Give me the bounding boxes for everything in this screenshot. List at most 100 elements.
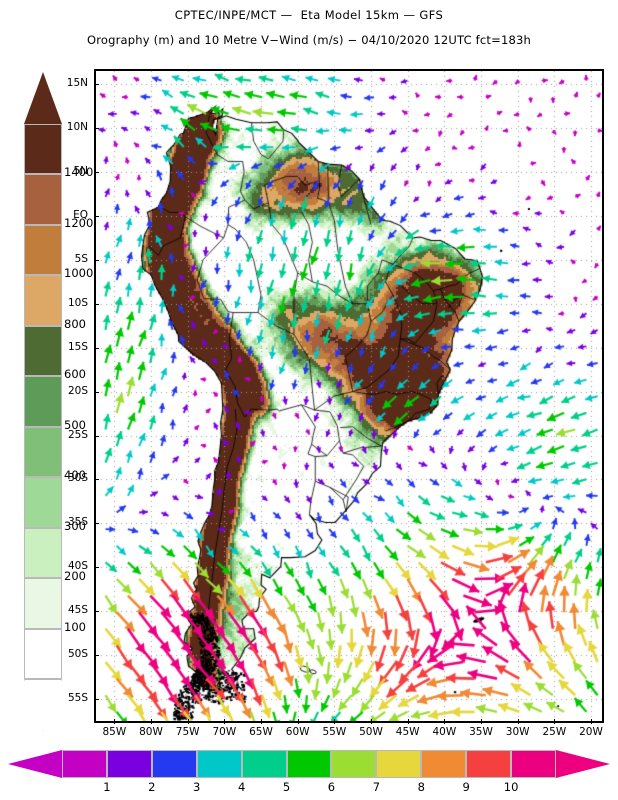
wind-tick-label: 5: [282, 780, 291, 794]
wind-tick-label: 9: [462, 780, 470, 794]
orography-bottom-arrow: [24, 679, 62, 731]
x-axis-tick: [517, 719, 519, 724]
y-axis-label: 35S: [67, 516, 88, 529]
orography-tick-label: 1400: [64, 165, 94, 180]
x-axis-tick: [334, 719, 336, 724]
y-axis-tick: [94, 391, 99, 393]
wind-tick-label: 1: [103, 780, 111, 794]
wind-color-swatch: [466, 750, 512, 778]
orography-tick-label: 500: [64, 417, 86, 432]
x-axis-label: 45W: [395, 726, 420, 738]
wind-color-swatch: [151, 750, 197, 778]
x-axis-label: 50W: [359, 726, 383, 738]
orography-color-swatch: [24, 224, 62, 276]
wind-color-swatch: [196, 750, 242, 778]
map-plot-area[interactable]: [94, 69, 604, 723]
orography-color-swatch: [24, 527, 62, 579]
x-axis-tick: [591, 719, 592, 724]
wind-tick-label: 2: [148, 780, 156, 794]
x-axis-tick: [224, 719, 226, 724]
x-axis-tick: [297, 719, 299, 724]
orography-tick-label: 400: [64, 468, 86, 483]
y-axis-tick: [94, 128, 99, 130]
y-axis-label: 55S: [67, 692, 88, 705]
x-axis-tick: [261, 719, 262, 724]
wind-tick-label: 7: [372, 780, 381, 794]
y-axis-label: 45S: [67, 604, 88, 617]
wind-color-swatch: [286, 750, 332, 778]
orography-color-swatch: [24, 628, 62, 679]
orography-tick-label: 800: [64, 316, 86, 331]
x-axis-tick: [407, 719, 409, 724]
y-axis-label: 10N: [66, 121, 88, 134]
x-axis-label: 40W: [432, 726, 457, 738]
orography-color-swatch: [24, 376, 62, 427]
x-axis-tick: [371, 719, 372, 724]
y-axis-tick: [94, 84, 99, 86]
wind-color-swatch: [106, 750, 152, 778]
y-axis-tick: [94, 567, 99, 569]
wind-color-swatch: [376, 750, 422, 778]
wind-right-arrow: [556, 750, 610, 778]
x-axis-label: 65W: [249, 726, 273, 738]
orography-color-swatch: [24, 426, 62, 478]
orography-tick-label: 600: [64, 367, 86, 382]
orography-color-swatch: [24, 477, 62, 528]
orography-tick-label: 1000: [64, 266, 94, 281]
orography-tick-label: 200: [64, 569, 86, 584]
y-axis-tick: [94, 479, 99, 481]
wind-color-swatch: [241, 750, 287, 778]
wind-color-swatch: [421, 750, 467, 778]
y-axis-label: 5S: [74, 252, 88, 265]
x-axis-label: 60W: [285, 726, 310, 738]
x-axis-label: 30W: [505, 726, 530, 738]
x-axis-tick: [187, 719, 189, 724]
y-axis-tick: [94, 303, 99, 305]
y-axis-tick: [94, 699, 99, 701]
x-axis-tick: [114, 719, 116, 724]
y-axis-tick: [94, 215, 99, 217]
y-axis-label: 15N: [66, 77, 88, 90]
x-axis-label: 20W: [579, 726, 603, 738]
y-axis-label: 30S: [67, 472, 88, 485]
orography-color-swatch: [24, 578, 62, 629]
wind-color-swatch: [331, 750, 377, 778]
orography-tick-label: 100: [64, 619, 86, 634]
y-axis-tick: [94, 172, 99, 173]
x-axis-label: 70W: [212, 726, 237, 738]
orography-tick-label: 1200: [64, 215, 94, 230]
wind-color-swatch: [511, 750, 556, 778]
wind-tick-label: 8: [417, 780, 425, 794]
y-axis-label: 25S: [67, 428, 88, 441]
y-axis-label: 5N: [73, 165, 88, 177]
x-axis-label: 35W: [469, 726, 493, 738]
y-axis-tick: [94, 655, 99, 657]
y-axis-label: 20S: [67, 384, 88, 397]
x-axis-tick: [151, 719, 152, 724]
wind-tick-label: 3: [193, 780, 201, 794]
orography-wind-map: [96, 71, 602, 721]
wind-tick-label: 4: [237, 780, 246, 794]
x-axis-label: 80W: [139, 726, 163, 738]
title-block: CPTEC/INPE/MCT — Eta Model 15km — GFS Or…: [0, 0, 618, 47]
page-title: CPTEC/INPE/MCT — Eta Model 15km — GFS: [174, 8, 444, 22]
x-axis-label: 25W: [542, 726, 567, 738]
x-axis-label: 75W: [175, 726, 200, 738]
page-subtitle: Orography (m) and 10 Metre V−Wind (m/s) …: [86, 33, 532, 47]
y-axis-tick: [94, 523, 99, 525]
wind-tick-label: 6: [327, 780, 336, 794]
y-axis-tick: [94, 611, 99, 613]
y-axis-tick: [94, 435, 99, 437]
orography-color-swatch: [24, 174, 62, 225]
x-axis-tick: [481, 719, 482, 724]
wind-color-swatch: [62, 750, 107, 778]
orography-color-swatch: [24, 325, 62, 377]
orography-color-swatch: [24, 275, 62, 326]
y-axis-label: 50S: [67, 648, 88, 661]
x-axis-tick: [554, 719, 556, 724]
x-axis-tick: [444, 719, 446, 724]
wind-tick-label: 10: [503, 780, 519, 794]
y-axis-tick: [94, 259, 99, 261]
x-axis-label: 85W: [102, 726, 127, 738]
orography-color-swatch: [24, 124, 62, 175]
